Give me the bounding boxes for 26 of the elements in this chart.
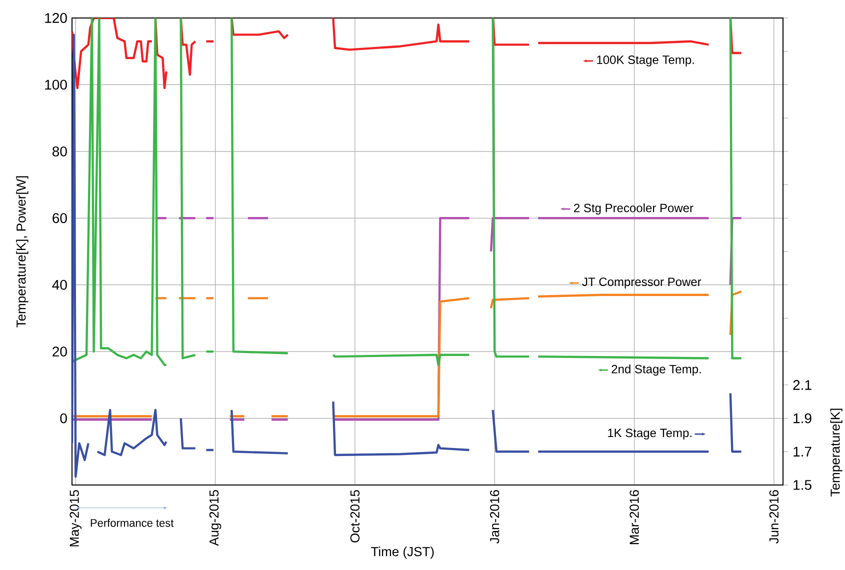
legend-label: 100K Stage Temp. bbox=[597, 56, 694, 66]
y2-axis-title: Temperature[K] bbox=[830, 408, 842, 496]
y-axis-title: Temperature[K], Power[W] bbox=[16, 176, 28, 328]
y-tick-label: 40 bbox=[52, 280, 67, 290]
legend-label: 2 Stg Precooler Power bbox=[574, 203, 694, 215]
y-tick-label: 100 bbox=[45, 80, 67, 90]
y-tick-label: 120 bbox=[45, 13, 67, 23]
y2-tick-label: 1.5 bbox=[794, 480, 812, 490]
x-tick-label: Jun-2016 bbox=[769, 490, 779, 544]
y2-tick-label: 1.7 bbox=[794, 446, 812, 456]
x-tick-label: May-2015 bbox=[70, 490, 82, 546]
legend-label: JT Compressor Power bbox=[582, 278, 702, 288]
x-tick-label: Jan-2016 bbox=[490, 490, 500, 544]
x-tick-label: Oct-2015 bbox=[350, 490, 360, 542]
x-tick-label: Mar-2016 bbox=[630, 490, 639, 544]
series-label: 1K Stage Temp. bbox=[608, 428, 692, 440]
x-axis-title: Time (JST) bbox=[371, 546, 434, 559]
text: Performance test bbox=[90, 518, 174, 527]
y2-tick-label: 2.1 bbox=[793, 380, 812, 390]
y-tick-label: 20 bbox=[52, 346, 67, 357]
y-tick-label: 60 bbox=[52, 213, 67, 224]
y-tick-label: 0 bbox=[60, 413, 67, 424]
legend-label: 2nd Stage Temp. bbox=[612, 364, 701, 376]
y-tick-label: 80 bbox=[52, 146, 67, 156]
y2-tick-label: 1.9 bbox=[794, 413, 812, 424]
x-tick-label: Aug-2015 bbox=[209, 490, 222, 546]
